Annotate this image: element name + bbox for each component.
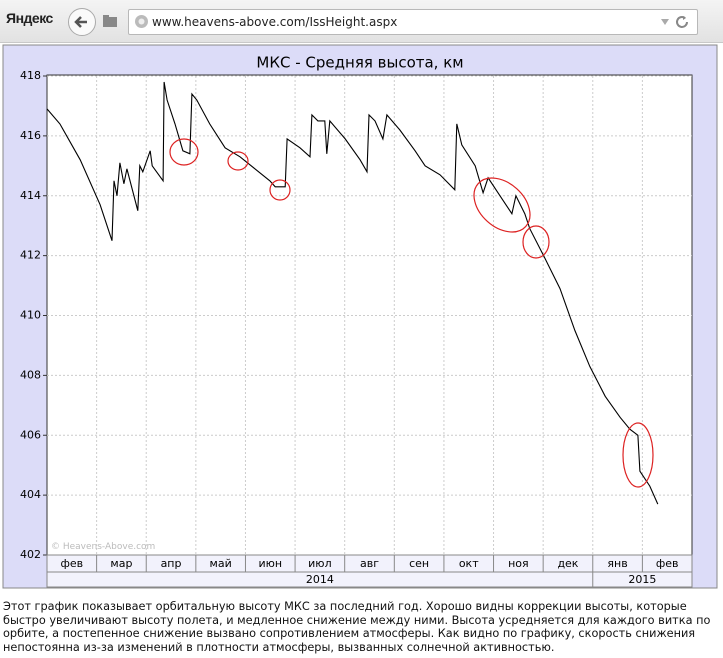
x-tick-label: июл <box>308 557 331 570</box>
highlight-ellipse <box>473 177 531 233</box>
y-tick-label: 406 <box>20 428 41 441</box>
caption-line: непостоянна из-за изменений в плотности … <box>3 640 555 654</box>
chart: МКС - Средняя высота, км 402 404 406 408 410… <box>2 44 718 589</box>
x-tick-label: авг <box>360 557 379 570</box>
x-tick-label: апр <box>161 557 182 570</box>
highlight-ellipse <box>169 138 199 166</box>
caption-line: быстро увеличивают высоту полета, и медл… <box>3 613 711 627</box>
y-tick-label: 416 <box>20 129 41 142</box>
x-tick-label: мар <box>110 557 132 570</box>
x-tick-label: дек <box>557 557 578 570</box>
highlight-ellipse <box>227 151 249 171</box>
x-tick-label: янв <box>607 557 627 570</box>
y-tick-label: 418 <box>20 69 41 82</box>
x-tick-label: ноя <box>508 557 529 570</box>
highlight-ellipse <box>269 179 291 201</box>
x-tick-label: сен <box>409 557 429 570</box>
highlight-ellipse <box>622 422 654 488</box>
watermark: © Heavens-Above.com <box>51 542 155 552</box>
y-tick-label: 404 <box>20 488 41 501</box>
x-tick-label: май <box>210 557 232 570</box>
x-tick-label: фев <box>60 557 83 570</box>
y-tick-label: 410 <box>20 309 41 322</box>
caption: Этот график показывает орбитальную высот… <box>3 600 710 654</box>
highlight-ellipse <box>522 225 550 259</box>
y-tick-label: 402 <box>20 548 41 561</box>
url-text: www.heavens-above.com/IssHeight.aspx <box>152 15 398 29</box>
url-buttons[interactable] <box>659 15 691 29</box>
back-button[interactable] <box>68 8 96 36</box>
browser-toolbar: Яндекс www.heavens-above.com/IssHeight.a… <box>0 0 723 43</box>
year-axis <box>46 571 693 588</box>
x-tick-label: фев <box>656 557 679 570</box>
caption-line: Этот график показывает орбитальную высот… <box>3 600 687 613</box>
chart-title: МКС - Средняя высота, км <box>256 54 463 72</box>
x-tick-label: июн <box>258 557 282 570</box>
browser-logo[interactable]: Яндекс <box>6 10 53 26</box>
x-tick-label: окт <box>459 557 479 570</box>
year-label: 2014 <box>306 573 334 586</box>
altitude-line <box>46 81 659 505</box>
address-bar[interactable]: www.heavens-above.com/IssHeight.aspx <box>128 9 698 35</box>
y-tick-label: 412 <box>20 249 41 262</box>
year-label: 2015 <box>628 573 656 586</box>
globe-icon <box>135 15 148 28</box>
folder-icon[interactable] <box>102 14 118 28</box>
back-icon <box>74 16 87 28</box>
caption-line: орбите, а постепенное снижение вызвано с… <box>3 627 696 641</box>
y-tick-label: 414 <box>20 189 41 202</box>
y-tick-label: 408 <box>20 368 41 381</box>
